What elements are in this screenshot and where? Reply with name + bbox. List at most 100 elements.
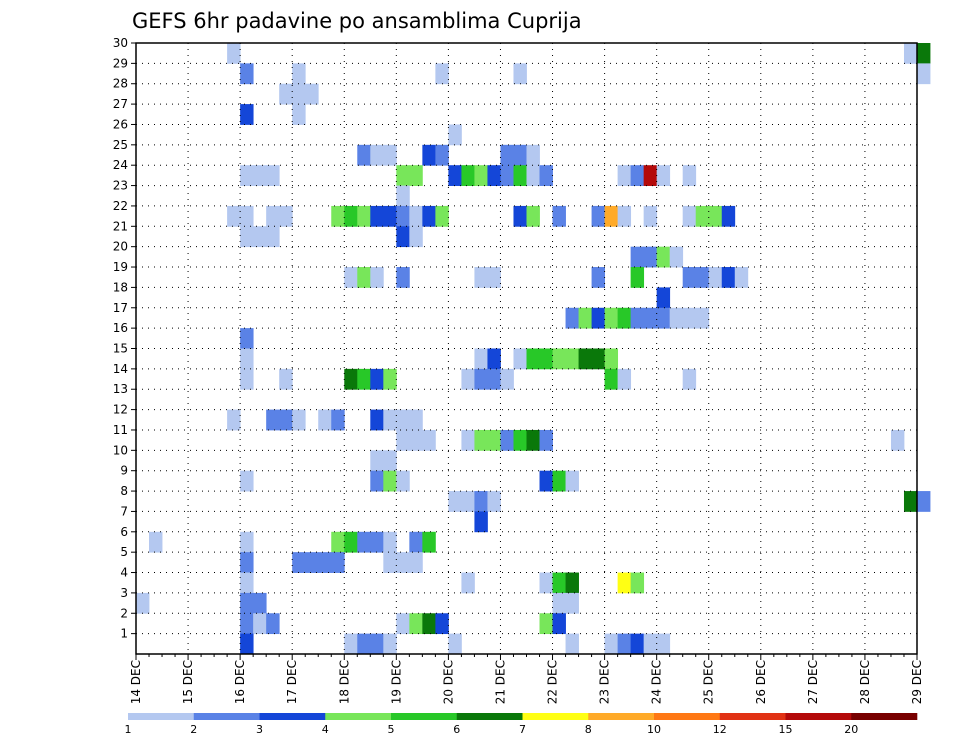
heatmap-cell — [643, 246, 658, 268]
heatmap-cell — [539, 348, 553, 370]
heatmap-cell — [448, 165, 462, 186]
heatmap-cell — [396, 226, 410, 248]
heatmap-cell — [695, 307, 710, 329]
heatmap-cell — [591, 205, 605, 227]
heatmap-cell — [604, 348, 619, 370]
heatmap-cell — [474, 165, 488, 186]
heatmap-cell — [136, 592, 150, 614]
y-tick-label: 13 — [113, 382, 128, 396]
heatmap-cell — [552, 470, 566, 492]
y-tick-label: 14 — [113, 362, 128, 376]
heatmap-cell — [903, 491, 918, 512]
heatmap-cell — [422, 613, 436, 635]
heatmap-cell — [500, 368, 514, 390]
heatmap-cell — [383, 552, 397, 573]
heatmap-cell — [630, 633, 645, 655]
colorbar-label: 8 — [585, 723, 592, 736]
y-tick-label: 5 — [120, 545, 128, 559]
heatmap-cell — [370, 368, 384, 390]
colorbar-swatch — [654, 713, 721, 720]
heatmap-cell — [591, 307, 605, 329]
heatmap-cell — [344, 368, 358, 390]
colorbar-swatch — [456, 713, 523, 720]
heatmap-cell — [253, 592, 267, 614]
heatmap-cell — [474, 368, 488, 390]
heatmap-cell — [227, 409, 241, 431]
heatmap-cell — [734, 267, 749, 288]
heatmap-cell — [435, 613, 449, 635]
y-tick-label: 4 — [120, 566, 128, 580]
heatmap-cell — [331, 552, 345, 573]
heatmap-cell — [591, 348, 605, 370]
heatmap-cell — [383, 368, 397, 390]
heatmap-cell — [656, 165, 671, 186]
heatmap-cells — [136, 43, 931, 655]
heatmap-cell — [461, 429, 475, 451]
heatmap-cell — [344, 205, 358, 227]
y-tick-label: 8 — [120, 484, 128, 498]
heatmap-cell — [240, 63, 254, 85]
heatmap-cell — [513, 429, 527, 451]
heatmap-cell — [318, 409, 332, 431]
heatmap-cell — [240, 328, 254, 349]
y-tick-label: 12 — [113, 403, 128, 417]
heatmap-cell — [461, 165, 475, 186]
heatmap-cell — [357, 531, 371, 553]
colorbar-label: 1 — [125, 723, 132, 736]
heatmap-cell — [409, 531, 423, 553]
y-tick-label: 15 — [113, 342, 128, 356]
x-tick-label: 24 DEC — [650, 660, 664, 704]
y-axis: 1234567891011121314151617181920212223242… — [113, 36, 136, 641]
heatmap-cell — [396, 205, 410, 227]
y-tick-label: 22 — [113, 199, 128, 213]
heatmap-cell — [383, 531, 397, 553]
heatmap-cell — [448, 124, 462, 146]
heatmap-cell — [396, 429, 410, 451]
heatmap-cell — [292, 104, 306, 125]
heatmap-cell — [370, 470, 384, 492]
heatmap-cell — [539, 429, 553, 451]
heatmap-cell — [253, 226, 267, 248]
heatmap-cell — [422, 205, 436, 227]
heatmap-cell — [565, 348, 579, 370]
heatmap-cell — [695, 205, 710, 227]
heatmap-cell — [617, 307, 632, 329]
y-tick-label: 26 — [113, 117, 128, 131]
colorbar-label: 7 — [519, 723, 526, 736]
heatmap-cell — [357, 633, 371, 655]
heatmap-cell — [474, 491, 488, 512]
heatmap-cell — [656, 633, 671, 655]
heatmap-cell — [721, 205, 736, 227]
x-axis: 14 DEC 15 DEC 16 DEC 17 DEC 18 DEC 19 DEC 20 D… — [129, 654, 924, 704]
heatmap-cell — [266, 409, 280, 431]
heatmap-cell — [617, 205, 632, 227]
heatmap-cell — [630, 267, 645, 288]
heatmap-cell — [539, 165, 553, 186]
heatmap-cell — [682, 267, 697, 288]
heatmap-cell — [890, 429, 905, 451]
heatmap-cell — [917, 491, 931, 512]
heatmap-cell — [279, 205, 293, 227]
heatmap-cell — [461, 491, 475, 512]
heatmap-cell — [396, 613, 410, 635]
heatmap-cell — [721, 267, 736, 288]
heatmap-cell — [240, 470, 254, 492]
colorbar-swatch — [391, 713, 458, 720]
heatmap-cell — [448, 491, 462, 512]
heatmap-cell — [552, 613, 566, 635]
heatmap-cell — [396, 409, 410, 431]
heatmap-cell — [227, 205, 241, 227]
heatmap-cell — [409, 205, 423, 227]
x-tick-label: 20 DEC — [441, 660, 455, 704]
colorbar-swatch — [128, 713, 195, 720]
colorbar-label: 5 — [388, 723, 395, 736]
heatmap-cell — [682, 368, 697, 390]
heatmap-cell — [617, 368, 632, 390]
heatmap-cell — [240, 226, 254, 248]
y-tick-label: 20 — [113, 240, 128, 254]
heatmap-cell — [409, 226, 423, 248]
x-tick-label: 27 DEC — [806, 660, 820, 704]
heatmap-cell — [487, 267, 501, 288]
heatmap-cell — [656, 287, 671, 309]
heatmap-cell — [461, 572, 475, 594]
